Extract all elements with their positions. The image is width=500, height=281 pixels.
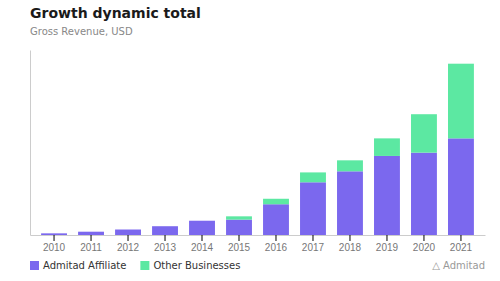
bar: [411, 153, 437, 235]
bar: [189, 221, 215, 235]
bar: [189, 220, 215, 221]
y-axis: [30, 51, 31, 236]
x-tick: 2018: [339, 235, 362, 253]
bar: [448, 138, 474, 235]
x-tick: 2014: [191, 235, 214, 253]
bar: [41, 233, 67, 234]
x-tick-mark: [54, 235, 55, 241]
x-tick: 2012: [117, 235, 140, 253]
legend-swatch: [30, 261, 39, 270]
x-tick-mark: [349, 235, 350, 241]
series: [41, 138, 474, 235]
bar: [78, 231, 104, 232]
x-tick-label: 2014: [191, 242, 214, 253]
x-tick: 2021: [450, 235, 473, 253]
bar: [448, 64, 474, 139]
bar: [115, 229, 141, 230]
x-tick-label: 2021: [450, 242, 473, 253]
x-tick-mark: [423, 235, 424, 241]
x-tick-mark: [91, 235, 92, 241]
x-tick: 2011: [80, 235, 102, 253]
x-axis-line: [31, 235, 486, 236]
x-tick-mark: [165, 235, 166, 241]
subtitle: Gross Revenue, USD: [30, 26, 133, 37]
bar: [263, 204, 289, 235]
x-tick: 2017: [302, 235, 325, 253]
x-axis: 2010 2011 2012 2013 2014 2015 2016 2017 2018 2019…: [31, 235, 486, 253]
bar: [411, 114, 437, 152]
x-tick-mark: [312, 235, 313, 241]
bar: [152, 226, 178, 227]
bar: [374, 156, 400, 235]
chart: Growth dynamic total Gross Revenue, USD 20…: [0, 0, 500, 281]
plot: 2010 2011 2012 2013 2014 2015 2016 2017 2018 2019…: [31, 51, 486, 254]
x-tick-label: 2011: [80, 242, 102, 253]
x-tick-label: 2019: [376, 242, 399, 253]
x-tick-label: 2010: [43, 242, 66, 253]
x-tick: 2013: [154, 235, 177, 253]
bar: [152, 226, 178, 235]
legend-label: Admitad Affiliate: [43, 260, 126, 271]
x-tick-mark: [275, 235, 276, 241]
bar: [226, 220, 252, 235]
bar: [300, 182, 326, 235]
bar: [41, 233, 67, 235]
bar: [374, 138, 400, 156]
series: [226, 64, 474, 220]
bar: [337, 171, 363, 235]
x-tick: 2020: [413, 235, 436, 253]
legend: Admitad Affiliate Other Businesses: [30, 260, 240, 271]
annotation: △ Admitad: [432, 260, 485, 271]
bar: [300, 172, 326, 182]
x-tick-mark: [128, 235, 129, 241]
x-tick: 2015: [228, 235, 251, 253]
legend-label: Other Businesses: [153, 260, 240, 271]
x-tick-label: 2015: [228, 242, 251, 253]
bar: [78, 232, 104, 235]
x-tick-mark: [239, 235, 240, 241]
x-tick-label: 2017: [302, 242, 325, 253]
title: Growth dynamic total: [30, 5, 201, 21]
x-tick-mark: [460, 235, 461, 241]
legend-swatch: [140, 261, 149, 270]
bar: [115, 230, 141, 235]
bar: [337, 160, 363, 171]
x-tick-label: 2018: [339, 242, 362, 253]
x-tick: 2016: [265, 235, 288, 253]
x-tick-label: 2013: [154, 242, 177, 253]
bar: [263, 199, 289, 204]
x-tick-mark: [386, 235, 387, 241]
x-tick-label: 2020: [413, 242, 436, 253]
x-tick: 2010: [43, 235, 66, 253]
y-axis-line: [30, 51, 31, 236]
bar: [226, 216, 252, 219]
x-tick-label: 2012: [117, 242, 140, 253]
x-tick: 2019: [376, 235, 399, 253]
x-tick-mark: [202, 235, 203, 241]
x-tick-label: 2016: [265, 242, 288, 253]
bars: [41, 64, 474, 235]
